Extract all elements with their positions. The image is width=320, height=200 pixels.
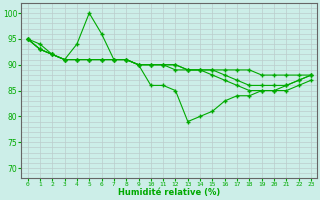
X-axis label: Humidité relative (%): Humidité relative (%) [118,188,220,197]
